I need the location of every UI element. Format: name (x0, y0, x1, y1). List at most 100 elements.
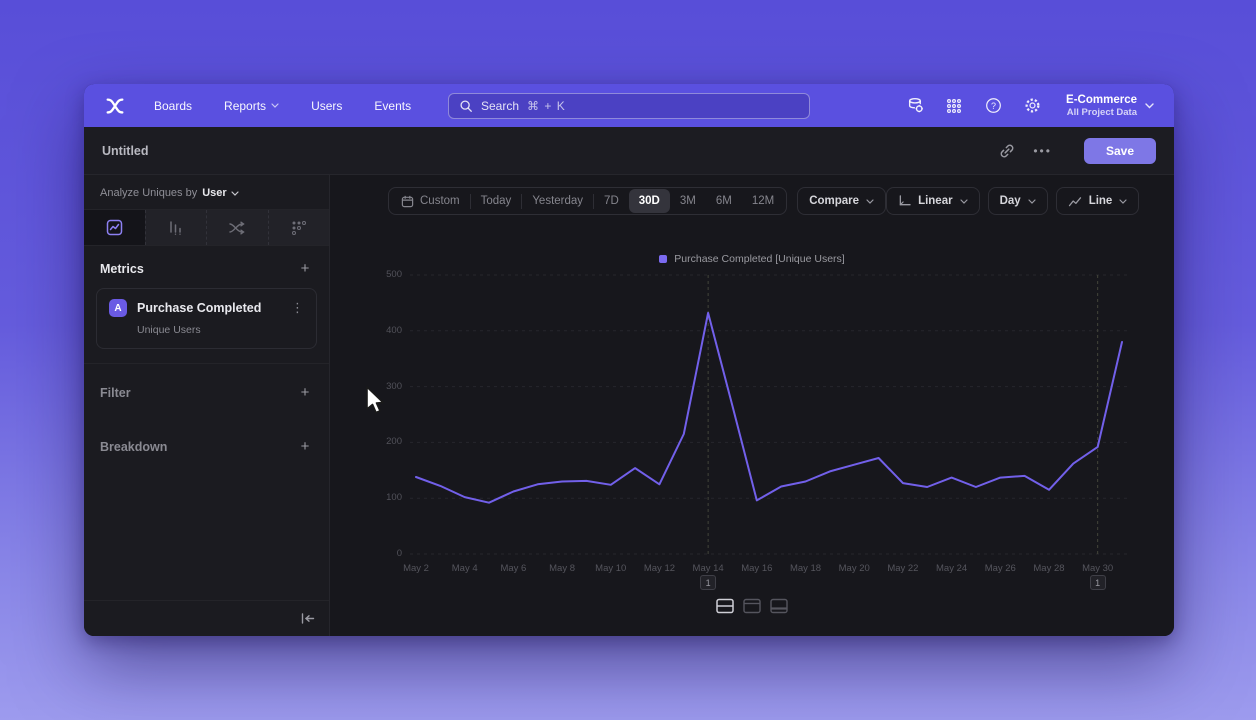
range-button-12m[interactable]: 12M (742, 189, 784, 213)
legend-label: Purchase Completed [Unique Users] (674, 253, 845, 265)
compare-button[interactable]: Compare (797, 187, 887, 215)
annotation-badge[interactable]: 1 (1089, 575, 1106, 590)
more-options-button[interactable]: ••• (1033, 143, 1052, 158)
metrics-section-header: Metrics + (84, 246, 329, 288)
chart-line (415, 311, 1123, 504)
chart-display-tools: Linear Day Line (886, 187, 1140, 215)
chart-type-dropdown[interactable]: Line (1055, 187, 1140, 215)
metric-series-badge: A (109, 299, 127, 317)
nav-right: ? E-Commerce All Project Data (906, 94, 1154, 118)
metric-menu-icon[interactable]: ⋮ (291, 300, 304, 315)
range-button-6m[interactable]: 6M (706, 189, 742, 213)
help-icon[interactable]: ? (984, 97, 1002, 115)
x-tick-label: May 30 (1082, 563, 1114, 574)
x-tick-label: May 24 (936, 563, 968, 574)
tab-retention[interactable] (267, 210, 329, 245)
x-tick-label: May 4 (451, 563, 478, 574)
svg-text:?: ? (991, 101, 996, 111)
nav-item-users[interactable]: Users (311, 98, 343, 113)
analyze-entity-dropdown[interactable]: User (202, 187, 239, 199)
sidebar-footer (84, 600, 329, 636)
settings-gear-icon[interactable] (1023, 97, 1041, 115)
divider (521, 193, 523, 209)
add-filter-button[interactable]: + (300, 384, 310, 401)
metric-card[interactable]: A Purchase Completed ⋮ Unique Users (96, 288, 317, 349)
x-tick-label: May 14 (692, 563, 724, 574)
query-builder-sidebar: Analyze Uniques by User (84, 175, 330, 636)
view-layout-toggles (715, 598, 789, 614)
divider (84, 363, 329, 364)
x-tick-label: May 8 (549, 563, 575, 574)
range-button-7d[interactable]: 7D (594, 189, 629, 213)
y-tick-label: 200 (386, 436, 402, 448)
tab-funnels[interactable] (144, 210, 206, 245)
mixpanel-logo-icon[interactable] (104, 95, 126, 117)
range-button-30d[interactable]: 30D (628, 189, 670, 213)
legend-swatch (659, 255, 668, 263)
save-button[interactable]: Save (1083, 137, 1156, 164)
collapse-sidebar-icon[interactable] (301, 613, 315, 624)
search-input[interactable]: Search ⌘ + K (448, 92, 810, 119)
nav-items: Boards Reports Users Events (154, 99, 411, 113)
range-button-yesterday[interactable]: Yesterday (522, 189, 593, 213)
annotation-badge[interactable]: 1 (700, 575, 717, 590)
add-metric-button[interactable]: + (300, 260, 310, 277)
range-button-custom[interactable]: Custom (391, 189, 470, 213)
y-tick-label: 500 (386, 269, 402, 280)
scale-dropdown[interactable]: Linear (886, 187, 980, 215)
project-selector[interactable]: E-Commerce All Project Data (1066, 94, 1154, 118)
flows-icon (228, 220, 246, 236)
nav-item-events[interactable]: Events (374, 98, 412, 113)
tab-flows[interactable] (206, 210, 268, 245)
search-icon (459, 99, 473, 113)
insights-icon (106, 219, 123, 236)
report-title[interactable]: Untitled (102, 143, 149, 158)
search-placeholder: Search (481, 98, 520, 113)
funnels-icon (167, 219, 184, 236)
project-name: E-Commerce (1066, 93, 1137, 106)
metric-measurement[interactable]: Unique Users (137, 324, 201, 336)
range-button-today[interactable]: Today (471, 189, 522, 213)
tab-insights[interactable] (84, 210, 145, 245)
nav-item-reports[interactable]: Reports (224, 99, 279, 113)
nav-item-boards[interactable]: Boards (154, 98, 193, 113)
range-button-3m[interactable]: 3M (670, 189, 706, 213)
breakdown-section-header: Breakdown + (84, 412, 329, 466)
filter-section-header: Filter + (84, 364, 329, 412)
metric-event-name: Purchase Completed (137, 301, 262, 315)
report-type-tabs (84, 209, 329, 246)
add-breakdown-button[interactable]: + (300, 438, 310, 455)
report-header: Untitled ••• Save (84, 127, 1174, 175)
app-window: Boards Reports Users Events Search ⌘ + K (84, 84, 1174, 636)
layout-split-view-button[interactable] (715, 598, 735, 614)
report-actions: ••• Save (999, 137, 1156, 164)
share-link-icon[interactable] (999, 143, 1015, 159)
layout-chart-only-button[interactable] (742, 598, 762, 614)
y-tick-label: 100 (386, 492, 402, 504)
project-scope: All Project Data (1066, 106, 1137, 118)
chevron-down-icon (1145, 102, 1154, 109)
retention-icon (291, 220, 307, 236)
line-chart-icon (1068, 196, 1082, 207)
layout-table-only-button[interactable] (769, 598, 789, 614)
x-tick-label: May 22 (887, 563, 919, 574)
x-tick-label: May 18 (789, 563, 822, 574)
interval-dropdown[interactable]: Day (987, 187, 1048, 215)
data-management-icon[interactable] (906, 97, 924, 115)
x-tick-label: May 16 (741, 563, 773, 574)
chart-legend[interactable]: Purchase Completed [Unique Users] (330, 253, 1174, 265)
metrics-label: Metrics (100, 262, 144, 276)
x-tick-label: May 6 (500, 563, 527, 574)
x-tick-label: May 28 (1033, 563, 1065, 574)
top-navbar: Boards Reports Users Events Search ⌘ + K (84, 84, 1174, 127)
analyze-label: Analyze Uniques by (100, 187, 198, 199)
breakdown-label: Breakdown (100, 440, 168, 454)
y-tick-label: 0 (396, 548, 402, 559)
line-chart[interactable]: 0 100 200 300 400 500 May 2 May 4 May 6 May 8 May… (386, 269, 1128, 590)
chevron-down-icon (271, 103, 279, 108)
calendar-icon (401, 195, 414, 207)
y-tick-label: 300 (386, 380, 402, 392)
divider (593, 193, 595, 209)
x-tick-label: May 20 (838, 563, 870, 574)
apps-grid-icon[interactable] (945, 97, 963, 115)
